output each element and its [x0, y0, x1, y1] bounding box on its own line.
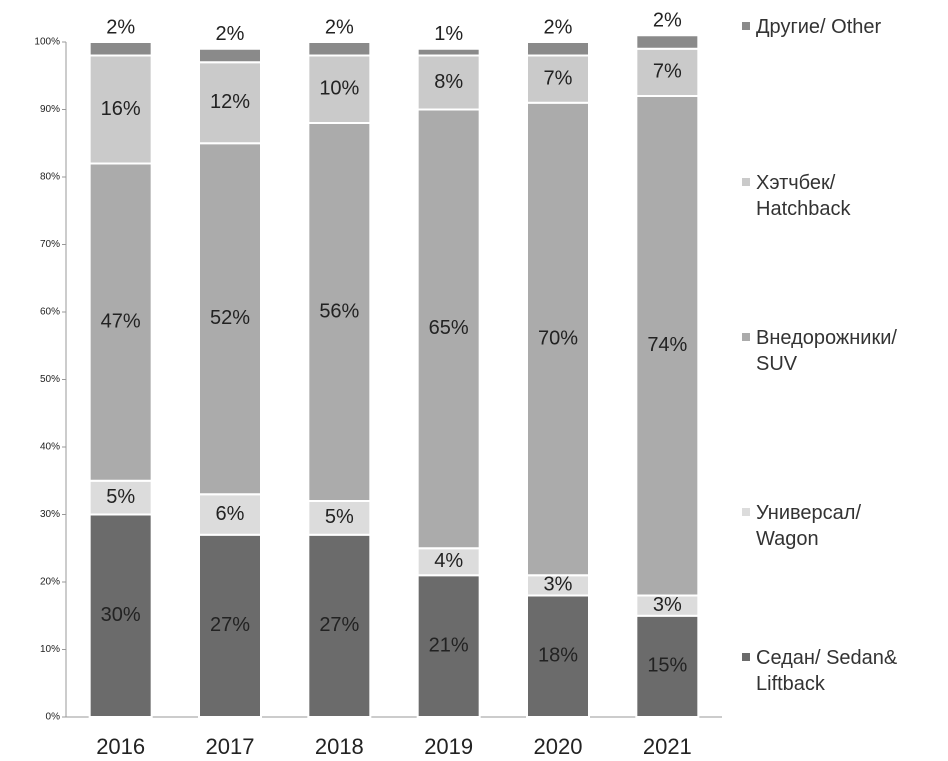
value-label: 8%: [434, 71, 463, 93]
x-tick-label: 2021: [643, 734, 692, 759]
y-tick-label: 20%: [40, 577, 60, 588]
y-tick-label: 100%: [34, 37, 60, 48]
value-label: 47%: [101, 310, 141, 332]
y-tick-label: 90%: [40, 104, 60, 115]
bar-segment: [307, 54, 372, 124]
y-tick-label: 30%: [40, 509, 60, 520]
y-tick-label: 70%: [40, 239, 60, 250]
value-label: 2%: [653, 10, 682, 32]
value-label: 6%: [216, 503, 245, 525]
value-label: 2%: [106, 16, 135, 38]
value-label: 1%: [434, 23, 463, 45]
legend-label: Седан/ Sedan& Liftback: [756, 647, 898, 695]
value-label: 65%: [429, 317, 469, 339]
value-label: 7%: [544, 67, 573, 89]
value-label: 21%: [429, 634, 469, 656]
legend-item: Внедорожники/ SUV: [742, 325, 942, 377]
bar-segment: [416, 547, 481, 577]
value-label: 3%: [544, 574, 573, 596]
legend-item: Седан/ Sedan& Liftback: [742, 645, 942, 697]
value-label: 12%: [210, 91, 250, 113]
bar-segment: [526, 101, 590, 577]
legend-swatch: [742, 22, 750, 30]
value-label: 70%: [538, 327, 578, 349]
bar-segment: [198, 61, 262, 145]
bar-segment: [88, 41, 153, 57]
value-label: 27%: [319, 614, 359, 636]
value-label: 5%: [106, 486, 135, 508]
legend-label: Хэтчбек/ Hatchback: [756, 172, 851, 220]
value-label: 27%: [210, 614, 250, 636]
y-tick-label: 80%: [40, 172, 60, 183]
bar-segment: [88, 513, 153, 718]
legend-swatch: [742, 508, 750, 516]
value-label: 52%: [210, 307, 250, 329]
x-tick-label: 2018: [315, 734, 364, 759]
y-tick-label: 50%: [40, 374, 60, 385]
bar-segment: [307, 533, 372, 718]
bar-segment: [635, 34, 700, 50]
bar-segment: [526, 594, 590, 718]
bar-segment: [88, 54, 153, 165]
legend-item: Другие/ Other: [742, 14, 942, 40]
bar-segment: [307, 41, 372, 57]
legend-swatch: [742, 178, 750, 186]
bar-segment: [416, 574, 481, 718]
bar-segment: [88, 162, 153, 482]
value-label: 3%: [653, 594, 682, 616]
value-label: 2%: [544, 16, 573, 38]
legend-item: Хэтчбек/ Hatchback: [742, 170, 942, 222]
legend-swatch: [742, 653, 750, 661]
value-label: 2%: [325, 16, 354, 38]
x-tick-label: 2016: [96, 734, 145, 759]
bar-segment: [198, 533, 262, 718]
value-label: 74%: [647, 334, 687, 356]
value-label: 4%: [434, 550, 463, 572]
bar-segment: [307, 500, 372, 536]
y-tick-label: 0%: [46, 712, 61, 723]
bar-segment: [416, 54, 481, 111]
bar-segment: [198, 47, 262, 64]
bar-segment: [198, 142, 262, 496]
bar-segment: [416, 47, 481, 57]
y-tick-label: 40%: [40, 442, 60, 453]
y-tick-label: 60%: [40, 307, 60, 318]
bar-segment: [416, 108, 481, 550]
x-tick-label: 2017: [206, 734, 255, 759]
bar-segment: [526, 41, 590, 57]
value-label: 15%: [647, 655, 687, 677]
legend-label: Внедорожники/ SUV: [756, 327, 897, 375]
x-tick-label: 2020: [534, 734, 583, 759]
value-label: 5%: [325, 506, 354, 528]
legend-item: Универсал/ Wagon: [742, 500, 942, 552]
y-tick-label: 10%: [40, 644, 60, 655]
value-label: 16%: [101, 98, 141, 120]
legend-label: Универсал/ Wagon: [756, 502, 862, 550]
value-label: 2%: [216, 23, 245, 45]
bar-segment: [307, 122, 372, 502]
bar-segment: [635, 614, 700, 718]
x-tick-label: 2019: [424, 734, 473, 759]
value-label: 10%: [319, 78, 359, 100]
value-label: 7%: [653, 61, 682, 83]
value-label: 30%: [101, 604, 141, 626]
legend-label: Другие/ Other: [756, 16, 882, 38]
value-label: 18%: [538, 645, 578, 667]
legend-swatch: [742, 333, 750, 341]
value-label: 56%: [319, 300, 359, 322]
